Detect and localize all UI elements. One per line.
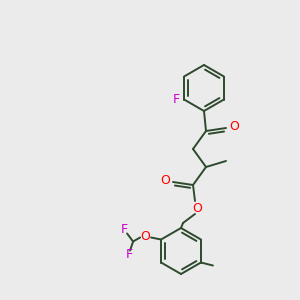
Text: F: F xyxy=(125,248,133,261)
Text: O: O xyxy=(192,202,202,214)
Text: F: F xyxy=(121,223,128,236)
Text: O: O xyxy=(140,230,150,243)
Text: O: O xyxy=(160,175,170,188)
Text: F: F xyxy=(172,93,180,106)
Text: O: O xyxy=(229,121,239,134)
